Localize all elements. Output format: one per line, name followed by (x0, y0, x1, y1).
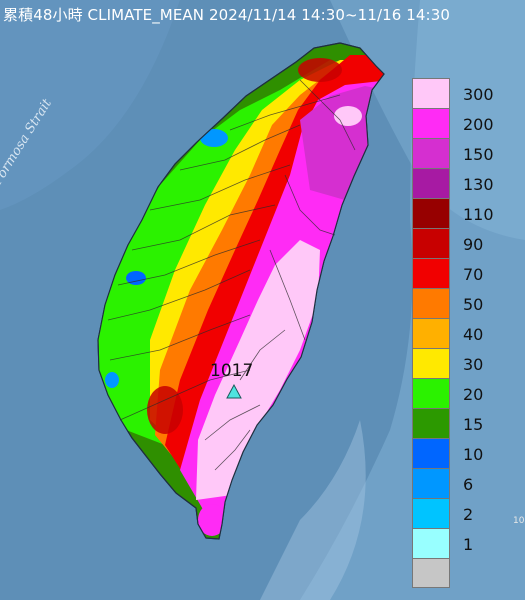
legend-label-8: 40 (463, 325, 484, 344)
legend-swatch-1 (412, 108, 450, 138)
patch-red-south (147, 386, 183, 434)
legend-label-5: 90 (463, 235, 484, 254)
sea-relief-texture-3 (0, 0, 180, 210)
peak-value-label: 1017 (210, 361, 254, 381)
legend-label-13: 6 (463, 475, 474, 494)
triangle-icon (226, 383, 242, 399)
legend-label-14: 2 (463, 505, 474, 524)
legend-label-12: 10 (463, 445, 484, 464)
legend-swatch-11 (412, 408, 450, 438)
patch-magenta-south (198, 504, 226, 536)
legend-swatch-6 (412, 258, 450, 288)
legend-swatch-2 (412, 138, 450, 168)
legend-swatch-12 (412, 438, 450, 468)
legend-label-3: 130 (463, 175, 494, 194)
color-legend (412, 78, 450, 588)
legend-swatch-13 (412, 468, 450, 498)
legend-swatch-16 (412, 558, 450, 588)
legend-label-9: 30 (463, 355, 484, 374)
patch-pink-east (275, 254, 315, 330)
legend-swatch-8 (412, 318, 450, 348)
legend-swatch-5 (412, 228, 450, 258)
map-title: 累積48小時 CLIMATE_MEAN 2024/11/14 14:30~11/… (3, 6, 450, 24)
patch-blue-west (126, 271, 146, 285)
legend-swatch-3 (412, 168, 450, 198)
legend-label-7: 50 (463, 295, 484, 314)
legend-swatch-0 (412, 78, 450, 108)
legend-swatch-7 (412, 288, 450, 318)
legend-label-4: 110 (463, 205, 494, 224)
legend-label-1: 200 (463, 115, 494, 134)
legend-label-15: 1 (463, 535, 474, 554)
patch-red-north (298, 58, 342, 82)
island-outline-stroke (97, 42, 385, 540)
legend-label-6: 70 (463, 265, 484, 284)
legend-swatch-9 (412, 348, 450, 378)
basin-boundaries (107, 79, 356, 471)
legend-swatch-4 (412, 198, 450, 228)
patch-pink-north (334, 106, 362, 126)
legend-swatch-15 (412, 528, 450, 558)
legend-label-10: 20 (463, 385, 484, 404)
legend-label-0: 300 (463, 85, 494, 104)
legend-label-11: 15 (463, 415, 484, 434)
legend-label-2: 150 (463, 145, 494, 164)
legend-swatch-10 (412, 378, 450, 408)
edge-label: 10 (513, 516, 525, 526)
sea-relief-texture-4 (260, 420, 366, 600)
patch-blue-sw (105, 372, 119, 388)
legend-swatch-14 (412, 498, 450, 528)
